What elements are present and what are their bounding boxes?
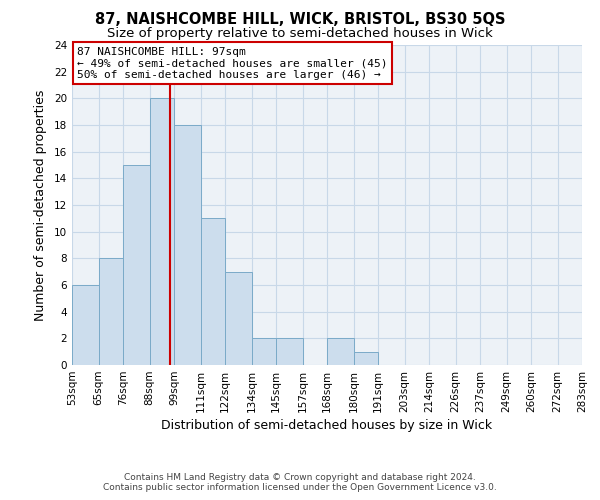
Bar — [353, 352, 378, 365]
Bar — [251, 338, 276, 365]
Bar — [174, 125, 200, 365]
Bar — [149, 98, 174, 365]
Text: 87 NAISHCOMBE HILL: 97sqm
← 49% of semi-detached houses are smaller (45)
50% of : 87 NAISHCOMBE HILL: 97sqm ← 49% of semi-… — [77, 46, 388, 80]
Text: 87, NAISHCOMBE HILL, WICK, BRISTOL, BS30 5QS: 87, NAISHCOMBE HILL, WICK, BRISTOL, BS30… — [95, 12, 505, 28]
Bar — [98, 258, 123, 365]
Bar — [72, 285, 98, 365]
Bar — [123, 165, 149, 365]
Text: Size of property relative to semi-detached houses in Wick: Size of property relative to semi-detach… — [107, 28, 493, 40]
Text: Contains HM Land Registry data © Crown copyright and database right 2024.
Contai: Contains HM Land Registry data © Crown c… — [103, 473, 497, 492]
Bar — [200, 218, 225, 365]
Bar — [276, 338, 302, 365]
Bar — [327, 338, 353, 365]
Y-axis label: Number of semi-detached properties: Number of semi-detached properties — [34, 90, 47, 320]
X-axis label: Distribution of semi-detached houses by size in Wick: Distribution of semi-detached houses by … — [161, 419, 493, 432]
Bar — [225, 272, 251, 365]
